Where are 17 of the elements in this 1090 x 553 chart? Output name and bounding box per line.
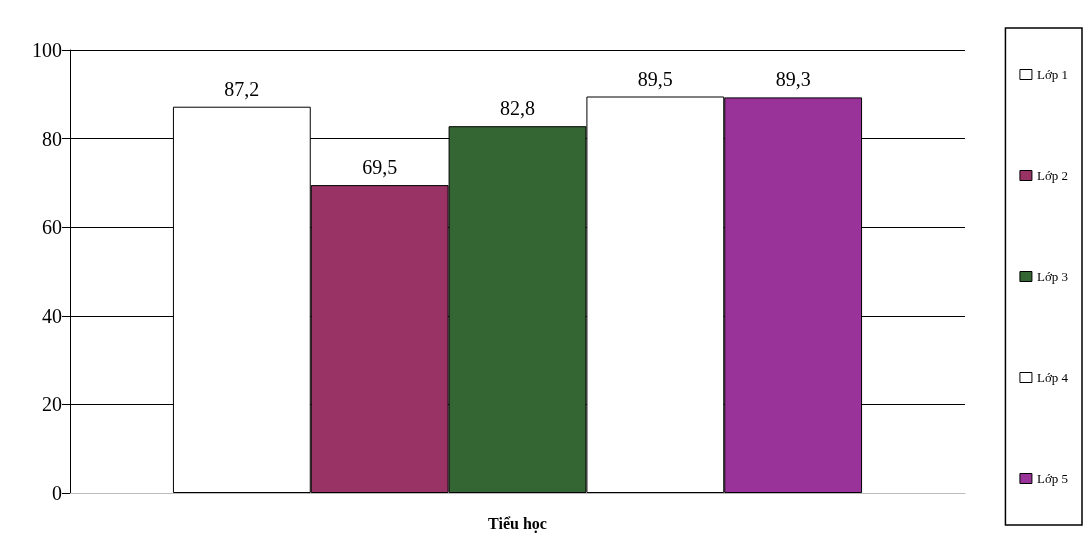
y-tick-label: 0 [52,482,62,504]
y-tick-label: 80 [42,127,62,150]
data-label: 69,5 [362,156,398,179]
legend-label: Lớp 3 [1036,269,1069,284]
y-tick-label: 100 [32,39,62,61]
data-label: 89,5 [637,67,673,90]
legend-label: Lớp 2 [1036,168,1069,183]
legend-label: Lớp 1 [1036,67,1069,82]
x-tick-label: Tiểu học [488,514,547,533]
data-label: 82,8 [500,97,535,120]
data-label: 89,3 [775,68,811,91]
data-label: 87,2 [224,77,260,100]
legend-label: Lớp 4 [1036,370,1069,385]
legend-label: Lớp 5 [1036,471,1069,486]
y-tick-label: 40 [42,304,62,327]
y-tick-label: 60 [42,216,62,239]
y-tick-label: 20 [42,393,62,416]
